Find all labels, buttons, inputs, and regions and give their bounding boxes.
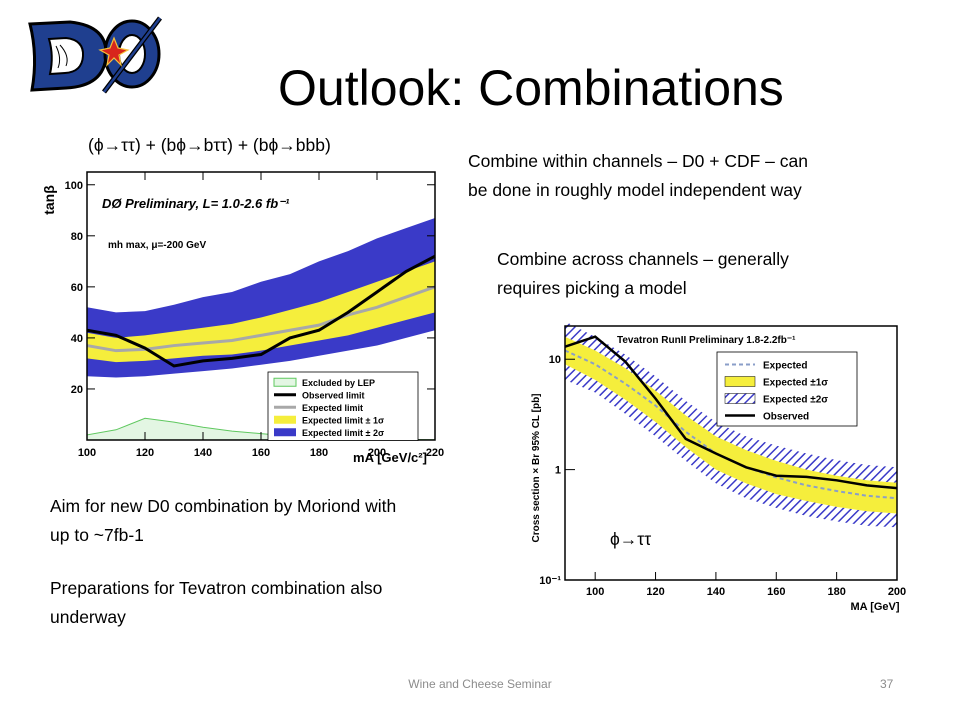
left-x-tick-label: 220 xyxy=(426,447,444,459)
right-x-axis-label: MA [GeV] xyxy=(850,601,899,613)
tevatron-cross-section-chart: Cross section × Br 95% CL [pb] MA [GeV] … xyxy=(531,321,906,613)
right-plot-frame xyxy=(564,325,898,581)
left-x-axis-label: mA [GeV/c²] xyxy=(353,450,427,465)
right-y-tick-label: 1 xyxy=(555,465,561,477)
right-chart-caption: ϕ→ττ xyxy=(610,529,652,549)
right-legend-label: Expected ±2σ xyxy=(763,395,828,406)
right-y-tick-label: 10⁻¹ xyxy=(539,575,561,587)
right-x-tick-label: 100 xyxy=(586,586,604,598)
left-chart-title: DØ Preliminary, L= 1.0-2.6 fb⁻¹ xyxy=(102,196,290,211)
right-x-tick-label: 160 xyxy=(767,586,785,598)
left-band-1sigma xyxy=(87,261,435,363)
right-legend-label: Expected ±1σ xyxy=(763,378,828,389)
left-legend-swatch xyxy=(274,415,296,424)
left-observed-limit-line xyxy=(86,254,436,368)
bullet-1-line-1: Combine within channels – D0 + CDF – can xyxy=(468,151,808,171)
right-y-tick-label: 10 xyxy=(549,354,561,366)
right-expected-line xyxy=(564,349,898,500)
left-y-tick-label: 60 xyxy=(71,282,83,294)
right-x-tick-label: 140 xyxy=(707,586,725,598)
left-legend-label: Expected limit xyxy=(302,403,363,413)
left-x-tick-label: 120 xyxy=(136,447,154,459)
left-x-tick-label: 140 xyxy=(194,447,212,459)
left-legend-label: Excluded by LEP xyxy=(302,378,375,388)
bullet-4-line-1: Preparations for Tevatron combination al… xyxy=(50,578,383,598)
right-x-tick-label: 120 xyxy=(646,586,664,598)
left-legend-label: Expected limit ± 2σ xyxy=(302,428,384,438)
d0-logo xyxy=(28,16,162,94)
left-y-axis-label: tanβ xyxy=(41,185,57,215)
left-legend-swatch xyxy=(274,428,296,437)
right-x-tick-label: 180 xyxy=(827,586,845,598)
right-legend-swatch xyxy=(724,376,756,387)
left-y-tick-label: 100 xyxy=(65,180,83,192)
right-y-axis-label: Cross section × Br 95% CL [pb] xyxy=(531,393,542,542)
right-observed-line xyxy=(564,335,898,490)
slide-title: Outlook: Combinations xyxy=(278,60,784,116)
right-chart-legend: Expected Expected ±1σ Expected ±2σ Observed xyxy=(716,351,858,427)
right-x-tick-label: 200 xyxy=(888,586,906,598)
right-legend-label: Observed xyxy=(763,412,809,423)
footer-text: Wine and Cheese Seminar xyxy=(408,677,552,691)
left-x-tick-label: 180 xyxy=(310,447,328,459)
left-y-tick-label: 40 xyxy=(71,333,83,345)
right-legend-swatch xyxy=(724,393,756,404)
d0-tanbeta-limit-chart: tanβ mA [GeV/c²] 100 120 140 160 180 200 220 20… xyxy=(41,171,444,465)
left-y-tick-label: 80 xyxy=(71,231,83,243)
left-chart-subtitle: mh max, μ=-200 GeV xyxy=(108,240,206,251)
left-legend-swatch xyxy=(273,377,297,387)
left-y-tick-label: 20 xyxy=(71,384,83,396)
left-chart-caption: (ϕ→ττ) + (bϕ→bττ) + (bϕ→bbb) xyxy=(88,135,331,155)
left-x-tick-label: 100 xyxy=(78,447,96,459)
bullet-4-line-2: underway xyxy=(50,607,126,627)
page-number: 37 xyxy=(880,677,894,691)
left-legend-label: Expected limit ± 1σ xyxy=(302,415,384,425)
bullet-2-line-2: requires picking a model xyxy=(497,278,687,298)
bullet-3-line-1: Aim for new D0 combination by Moriond wi… xyxy=(50,496,397,516)
right-chart-title: Tevatron RunII Preliminary 1.8-2.2fb⁻¹ xyxy=(617,335,796,346)
right-legend-label: Expected xyxy=(763,361,807,372)
bullet-2-line-1: Combine across channels – generally xyxy=(497,249,789,269)
left-chart-legend: Excluded by LEP Observed limit Expected li… xyxy=(267,371,419,441)
bullet-3-line-2: up to ~7fb-1 xyxy=(50,525,144,545)
left-legend-label: Observed limit xyxy=(302,390,365,400)
bullet-1-line-2: be done in roughly model independent way xyxy=(468,180,802,200)
left-x-tick-label: 160 xyxy=(252,447,270,459)
left-x-tick-label: 200 xyxy=(368,447,386,459)
